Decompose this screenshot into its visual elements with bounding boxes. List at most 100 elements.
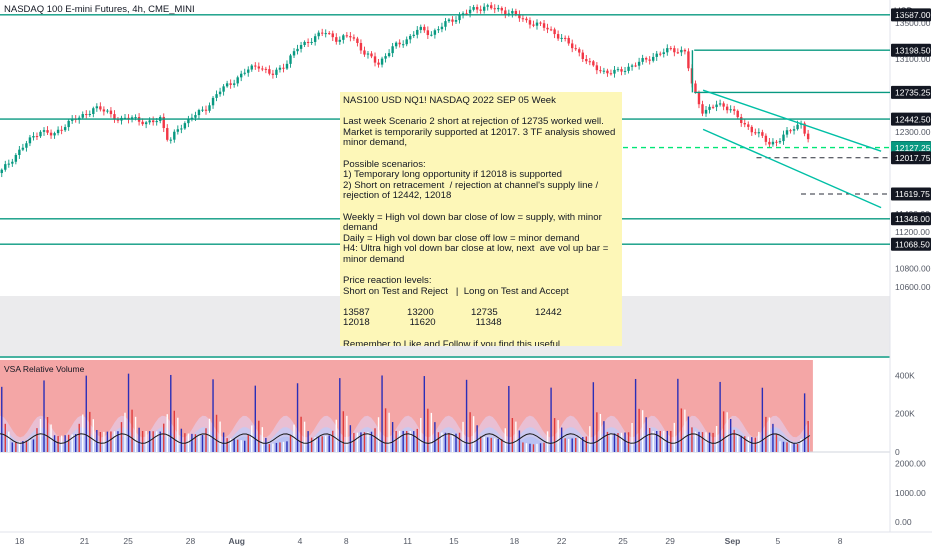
- candle-body: [644, 58, 648, 60]
- candle-body: [500, 7, 503, 11]
- candle-body: [497, 7, 500, 10]
- candle-body: [254, 65, 257, 67]
- price-axis[interactable]: 13500.0013100.0012300.0011400.0011200.00…: [891, 8, 931, 527]
- candle-body: [785, 130, 789, 135]
- candle-body: [211, 97, 215, 106]
- candle-body: [507, 13, 511, 15]
- price-level-tag[interactable]: 12017.75: [891, 151, 931, 165]
- candle-body: [715, 104, 718, 108]
- candle-body: [282, 67, 285, 69]
- time-axis[interactable]: 18 21 25 28 Aug 4 8 11 15 18 22 25 29 Sep 5 8: [15, 536, 843, 546]
- candle-body: [331, 33, 334, 38]
- candle-body: [771, 141, 775, 145]
- price-level-tag[interactable]: 12735.25: [891, 85, 931, 99]
- candle-body: [588, 61, 592, 63]
- volume-tick-label: 200K: [895, 409, 915, 419]
- candle-body: [447, 19, 451, 22]
- candle-body: [387, 53, 391, 57]
- price-level-tag[interactable]: 11068.50: [891, 237, 931, 251]
- candle-body: [803, 123, 806, 134]
- candle-body: [405, 39, 408, 45]
- candle-body: [183, 123, 187, 129]
- candle-body: [518, 14, 521, 19]
- channel-line[interactable]: [702, 89, 882, 152]
- price-tick-label: 11200.00: [895, 227, 930, 237]
- volume-tick-label: 400K: [895, 370, 915, 380]
- price-level-tag[interactable]: 13587.00: [891, 8, 931, 22]
- candle-body: [426, 30, 430, 36]
- candle-body: [416, 29, 419, 35]
- candle-body: [666, 48, 669, 53]
- candle-body: [102, 109, 106, 112]
- price-tick-label: 13100.00: [895, 54, 931, 64]
- candle-body: [401, 44, 405, 46]
- candle-body: [680, 49, 683, 53]
- price-level-tag[interactable]: 12442.50: [891, 112, 931, 126]
- vsa-indicator-title[interactable]: VSA Relative Volume: [4, 364, 85, 374]
- candle-body: [567, 37, 570, 44]
- candle-body: [620, 69, 623, 72]
- candle-body: [53, 133, 56, 136]
- candle-body: [599, 70, 602, 72]
- candle-body: [275, 69, 278, 75]
- candle-body: [613, 69, 616, 74]
- price-tick-label: 12300.00: [895, 127, 931, 137]
- vsa-volume-pane: [0, 360, 813, 452]
- time-tick-label: 18: [510, 536, 520, 546]
- candle-body: [754, 132, 757, 134]
- candle-body: [46, 130, 49, 133]
- lower-pane-tick-label: 1000.00: [895, 488, 926, 498]
- candle-body: [148, 120, 151, 123]
- candle-body: [641, 58, 644, 62]
- candle-body: [792, 129, 796, 131]
- candle-body: [740, 117, 743, 123]
- lower-pane-tick-label: 0.00: [895, 517, 912, 527]
- candle-body: [409, 35, 412, 40]
- candle-body: [504, 10, 507, 15]
- candle-body: [669, 48, 673, 50]
- candle-body: [338, 39, 342, 42]
- candle-body: [475, 7, 479, 10]
- candle-body: [229, 83, 232, 85]
- candle-body: [479, 9, 482, 11]
- candle-body: [243, 72, 246, 74]
- candle-body: [222, 86, 225, 92]
- candle-body: [768, 141, 771, 145]
- channel-line[interactable]: [702, 128, 882, 209]
- candle-body: [747, 124, 750, 127]
- candle-body: [197, 110, 201, 116]
- candle-body: [472, 7, 475, 10]
- price-level-tag-text: 12017.75: [895, 153, 931, 163]
- candle-body: [796, 124, 799, 130]
- candle-body: [722, 103, 725, 107]
- candle-body: [141, 121, 144, 125]
- candle-body: [366, 53, 370, 55]
- price-level-tag[interactable]: 12127.25: [891, 141, 931, 155]
- candle-body: [285, 63, 289, 69]
- candle-body: [433, 30, 437, 35]
- price-level-tag-text: 12735.25: [895, 88, 931, 98]
- candle-body: [549, 29, 553, 31]
- candle-body: [81, 114, 84, 118]
- price-level-tag[interactable]: 11619.75: [891, 187, 931, 201]
- candle-body: [606, 70, 609, 74]
- candle-body: [732, 109, 736, 111]
- candle-body: [21, 147, 25, 150]
- symbol-title[interactable]: NASDAQ 100 E-mini Futures, 4h, CME_MINI: [4, 4, 195, 15]
- price-level-tag[interactable]: 13198.50: [891, 43, 931, 57]
- candle-body: [106, 110, 109, 112]
- candle-body: [292, 51, 296, 56]
- candle-body: [574, 48, 577, 50]
- candle-body: [268, 69, 271, 74]
- analysis-note[interactable]: NAS100 USD NQ1! NASDAQ 2022 SEP 05 Week …: [340, 92, 622, 346]
- candle-body: [701, 104, 704, 114]
- price-channel[interactable]: [702, 89, 882, 209]
- candle-body: [616, 69, 620, 71]
- price-level-tag-text: 12127.25: [895, 143, 931, 153]
- price-level-tag-text: 12442.50: [895, 114, 931, 124]
- candle-body: [602, 70, 606, 72]
- price-level-tag[interactable]: 11348.00: [891, 212, 931, 226]
- candle-body: [247, 69, 250, 73]
